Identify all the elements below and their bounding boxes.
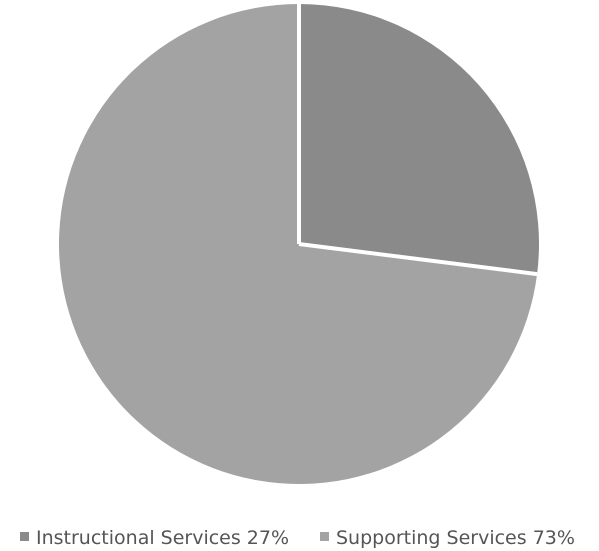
legend-swatch-instructional-services [20,532,29,541]
legend-label-instructional-services: Instructional Services 27% [36,527,289,549]
slice-separator [298,242,538,277]
legend-label-supporting-services: Supporting Services 73% [336,527,575,549]
chart-legend: Instructional Services 27% Supporting Se… [20,527,575,549]
pie-slice-instructional-services [299,4,539,275]
pie-slices [59,4,539,484]
legend-swatch-supporting-services [320,532,329,541]
